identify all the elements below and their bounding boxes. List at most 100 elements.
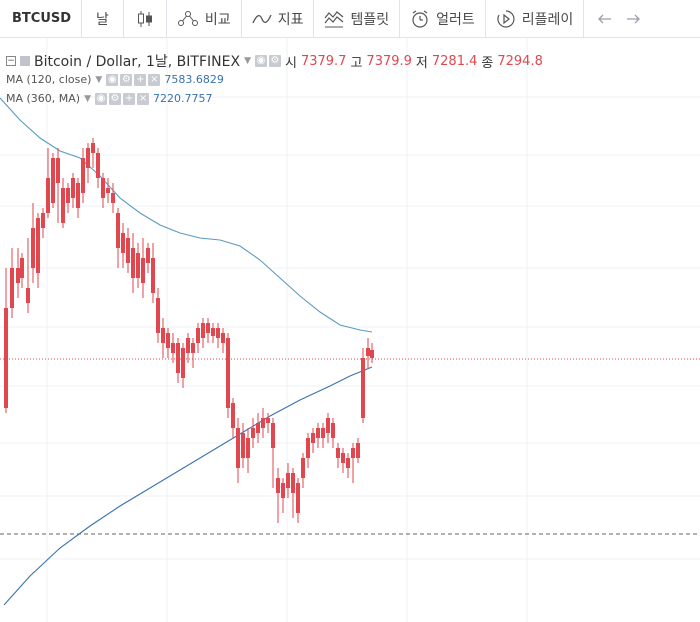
close-icon[interactable]: ×	[137, 92, 150, 105]
candle-body	[301, 458, 305, 478]
candle-body	[306, 438, 310, 458]
top-toolbar: BTCUSD 날 비교 지표 템플릿	[0, 0, 700, 38]
low-label: 저	[415, 55, 428, 71]
indicators-button[interactable]: 지표	[242, 0, 315, 38]
ma360-controls: ◉ ⚙ + ×	[95, 92, 150, 105]
candle-body	[36, 218, 40, 273]
candle-body	[276, 478, 280, 493]
redo-icon[interactable]	[626, 13, 641, 25]
add-icon[interactable]: +	[123, 92, 136, 105]
candle-body	[356, 443, 360, 458]
candle-body	[126, 238, 130, 263]
candle-body	[341, 453, 345, 463]
ma360-value: 7220.7757	[153, 92, 213, 105]
candle-body	[171, 343, 175, 353]
open-label: 시	[284, 55, 297, 71]
candle-body	[16, 268, 20, 283]
candle-body	[316, 428, 320, 438]
candle-body	[196, 328, 200, 343]
candle-body	[81, 158, 85, 193]
candle-body	[246, 438, 250, 458]
candle-body	[156, 298, 160, 333]
open-value: 7379.7	[300, 53, 347, 69]
alert-label: 얼러트	[436, 11, 475, 28]
symbol-selector[interactable]: BTCUSD	[0, 0, 83, 38]
undo-icon[interactable]	[598, 13, 612, 25]
candle-body	[346, 458, 350, 468]
candle-body	[261, 418, 265, 428]
candle-body	[31, 228, 35, 268]
settings-icon[interactable]: ⚙	[109, 92, 122, 105]
templates-button[interactable]: 템플릿	[314, 0, 401, 38]
eye-icon[interactable]: ◉	[106, 73, 119, 86]
caret-down-icon[interactable]: ▼	[84, 93, 92, 104]
candle-body	[121, 233, 125, 253]
candle-body	[221, 333, 225, 343]
indicators-label: 지표	[277, 11, 304, 28]
candle-body	[46, 178, 50, 213]
candle-body	[26, 288, 30, 303]
series-title: Bitcoin / Dollar, 1날, BITFINEX	[34, 54, 241, 70]
caret-down-icon[interactable]: ▼	[244, 56, 251, 66]
alert-icon	[412, 10, 428, 28]
compare-icon	[177, 10, 198, 26]
collapse-legend-icon[interactable]: −	[6, 56, 16, 66]
compare-button[interactable]: 비교	[167, 0, 242, 38]
candle-body	[166, 333, 170, 348]
interval-button[interactable]: 날	[82, 0, 124, 38]
chart-style-button[interactable]	[124, 0, 167, 38]
candle-body	[116, 213, 120, 248]
candle-body	[61, 188, 65, 223]
alert-button[interactable]: 얼러트	[400, 0, 486, 38]
ma360-line	[3, 366, 373, 606]
candle-body	[141, 258, 145, 283]
add-icon[interactable]: +	[134, 73, 147, 86]
candle-body	[296, 483, 300, 513]
caret-down-icon[interactable]: ▼	[95, 74, 103, 85]
candle-body	[361, 358, 365, 418]
candle-body	[41, 213, 45, 228]
ma120-value: 7583.6829	[164, 73, 224, 86]
candle-body	[76, 183, 80, 208]
settings-icon[interactable]: ⚙	[268, 55, 281, 67]
candle-body	[231, 403, 235, 428]
candle-body	[201, 323, 205, 338]
high-value: 7379.9	[366, 53, 412, 69]
price-chart[interactable]	[0, 38, 700, 622]
close-icon[interactable]: ×	[148, 73, 161, 86]
undo-redo-group	[584, 0, 654, 38]
candle-body	[151, 258, 155, 293]
candle-body	[131, 248, 135, 278]
candle-body	[331, 423, 335, 438]
candle-body	[256, 423, 260, 433]
candle-body	[241, 433, 245, 458]
candle-body	[86, 148, 90, 168]
replay-button[interactable]: 리플레이	[486, 0, 585, 38]
close-value: 7294.8	[497, 53, 543, 69]
candle-body	[106, 188, 110, 193]
candle-body	[136, 253, 140, 278]
eye-icon[interactable]: ◉	[95, 92, 108, 105]
candle-body	[161, 328, 165, 343]
candle-body	[181, 348, 185, 378]
candle-body	[111, 193, 115, 203]
candle-body	[20, 258, 24, 278]
eye-icon[interactable]: ◉	[254, 55, 267, 67]
ma360-legend: MA (360, MA) ▼ ◉ ⚙ + × 7220.7757	[6, 89, 543, 108]
templates-icon	[324, 10, 344, 27]
settings-icon[interactable]: ⚙	[120, 73, 133, 86]
candle-body	[101, 178, 105, 198]
candle-body	[336, 448, 340, 458]
candle-body	[266, 418, 270, 423]
candles-icon	[137, 10, 152, 27]
low-value: 7281.4	[431, 53, 478, 69]
candle-body	[10, 268, 14, 308]
candle-body	[206, 323, 210, 333]
candle-body	[176, 343, 180, 373]
candle-body	[96, 153, 100, 178]
candle-body	[321, 428, 325, 438]
compare-label: 비교	[204, 11, 231, 28]
